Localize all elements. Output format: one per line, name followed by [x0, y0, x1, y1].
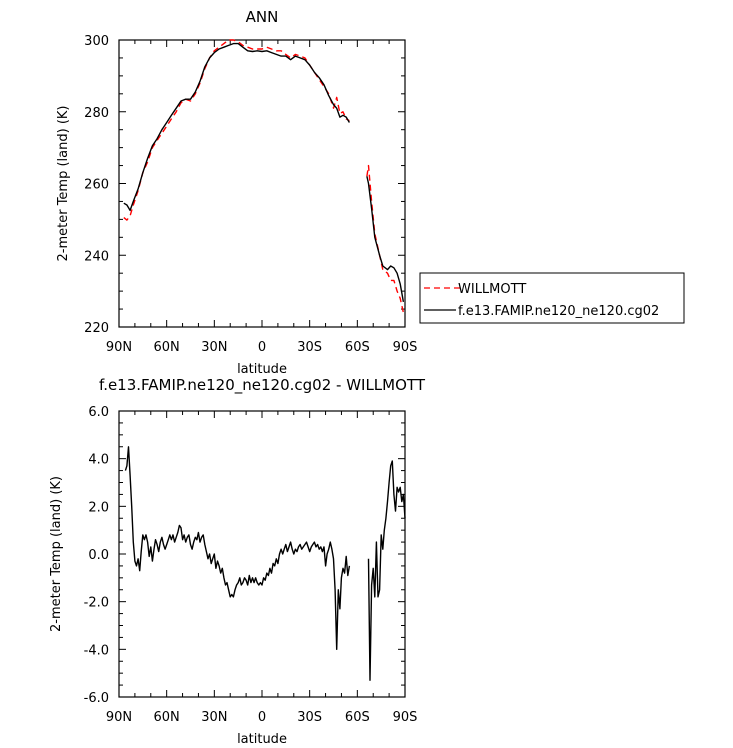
- y-axis-label: 2-meter Temp (land) (K): [49, 476, 64, 632]
- y-tick-label: 4.0: [88, 453, 109, 468]
- chart-title: f.e13.FAMIP.ne120_ne120.cg02 - WILLMOTT: [99, 376, 426, 395]
- y-tick-label: 240: [84, 249, 109, 264]
- x-tick-label: 90S: [393, 710, 418, 725]
- series-line-0: [367, 460, 406, 681]
- x-axis: 90N 60N 30N 0 30S 60S 90S: [106, 411, 418, 725]
- legend: WILLMOTT f.e13.FAMIP.ne120_ne120.cg02: [419, 272, 685, 324]
- plot-frame: [118, 39, 406, 328]
- y-axis: 220 240 260 280 300: [84, 34, 405, 336]
- legend-box: [419, 272, 685, 324]
- x-tick-label: 0: [258, 340, 266, 355]
- legend-label-model: f.e13.FAMIP.ne120_ne120.cg02: [458, 304, 659, 319]
- x-tick-label: 30S: [297, 340, 322, 355]
- x-tick-label: 60N: [154, 340, 180, 355]
- difference-chart-panel: f.e13.FAMIP.ne120_ne120.cg02 - WILLMOTT …: [49, 376, 426, 747]
- series-line-1: [123, 42, 351, 212]
- y-tick-label: 260: [84, 178, 109, 193]
- y-tick-label: 6.0: [88, 405, 109, 420]
- y-tick-label: -6.0: [84, 691, 109, 706]
- y-tick-label: 0.0: [88, 548, 109, 563]
- y-tick-label: -2.0: [84, 596, 109, 611]
- plot-frame: [118, 410, 406, 698]
- series-line-0: [366, 164, 405, 313]
- y-tick-label: -4.0: [84, 643, 109, 658]
- x-tick-label: 30N: [201, 710, 227, 725]
- x-tick-label: 0: [258, 710, 266, 725]
- series-line-0: [123, 39, 350, 221]
- series-lines: [124, 446, 406, 681]
- series-lines: [123, 39, 405, 313]
- x-tick-label: 60S: [345, 710, 370, 725]
- y-tick-label: 280: [84, 106, 109, 121]
- y-tick-label: 2.0: [88, 500, 109, 515]
- y-tick-label: 220: [84, 321, 109, 336]
- y-tick-label: 300: [84, 34, 109, 49]
- y-axis-label: 2-meter Temp (land) (K): [56, 106, 71, 262]
- series-line-1: [366, 176, 405, 303]
- x-tick-label: 30N: [201, 340, 227, 355]
- legend-label-willmott: WILLMOTT: [458, 282, 526, 297]
- chart-title: ANN: [246, 8, 279, 26]
- series-line-0: [124, 446, 351, 650]
- x-tick-label: 60S: [345, 340, 370, 355]
- x-tick-label: 90N: [106, 710, 132, 725]
- x-tick-label: 60N: [154, 710, 180, 725]
- x-tick-label: 90N: [106, 340, 132, 355]
- x-axis-label: latitude: [237, 362, 287, 377]
- x-axis: 90N 60N 30N 0 30S 60S 90S: [106, 40, 418, 355]
- x-tick-label: 90S: [393, 340, 418, 355]
- x-axis-label: latitude: [237, 732, 287, 747]
- y-axis: -6.0 -4.0 -2.0 0.0 2.0 4.0 6.0: [84, 405, 405, 706]
- x-tick-label: 30S: [297, 710, 322, 725]
